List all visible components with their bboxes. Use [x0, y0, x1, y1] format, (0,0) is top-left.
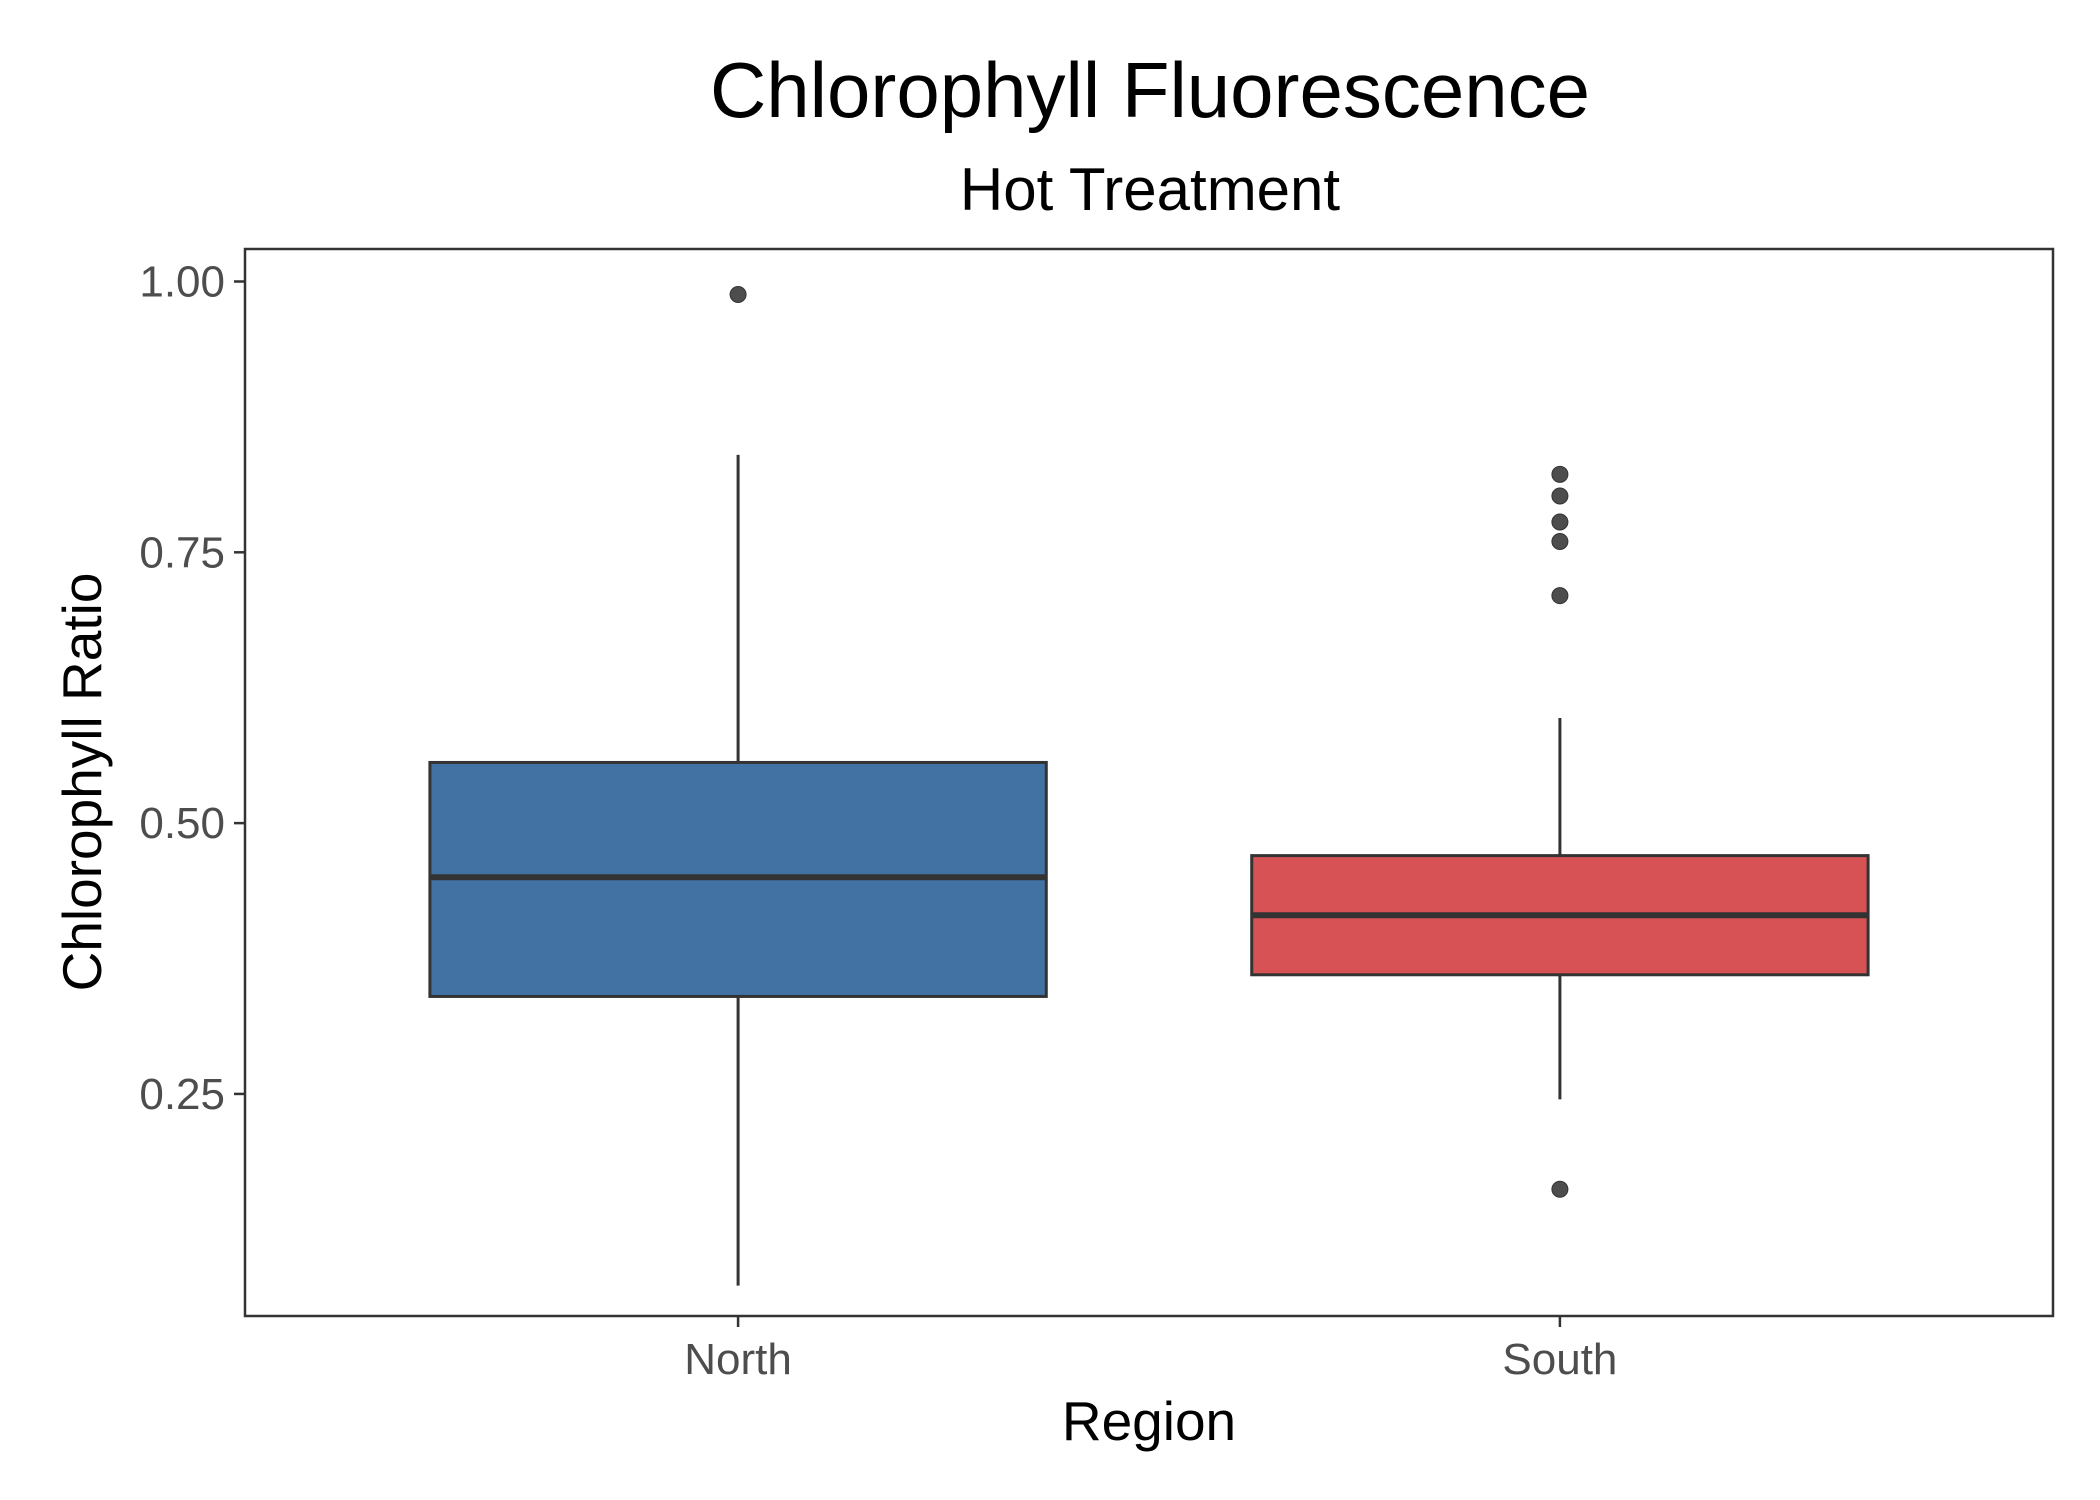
box-south	[1250, 465, 1870, 1198]
boxes-layer	[428, 285, 1870, 1286]
x-tick-label: North	[684, 1335, 792, 1384]
y-tick-label: 0.25	[139, 1070, 225, 1119]
y-tick-label: 0.50	[139, 799, 225, 848]
chart-title: Chlorophyll Fluorescence	[710, 46, 1590, 134]
outlier-point	[1551, 513, 1569, 531]
outlier-point	[1551, 465, 1569, 483]
outlier-point	[729, 285, 747, 303]
chart-subtitle: Hot Treatment	[960, 156, 1340, 223]
y-axis-title: Chlorophyll Ratio	[51, 573, 113, 992]
y-tick-label: 0.75	[139, 528, 225, 577]
x-axis: North South	[684, 1316, 1617, 1384]
outlier-point	[1551, 1180, 1569, 1198]
outlier-point	[1551, 487, 1569, 505]
y-tick-label: 1.00	[139, 257, 225, 306]
y-axis: 0.25 0.50 0.75 1.00	[139, 257, 245, 1119]
box-north	[428, 285, 1048, 1286]
outlier-point	[1551, 587, 1569, 605]
x-tick-label: South	[1502, 1335, 1617, 1384]
x-axis-title: Region	[1062, 1390, 1236, 1452]
outlier-point	[1551, 532, 1569, 550]
